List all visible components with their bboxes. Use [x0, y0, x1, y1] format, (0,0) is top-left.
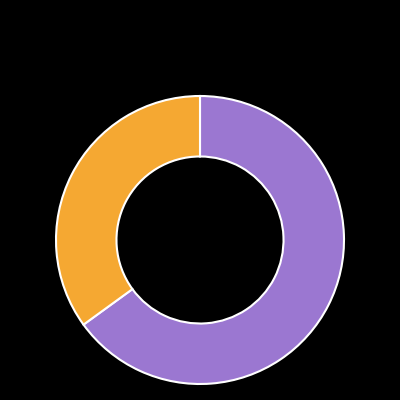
Wedge shape [84, 96, 344, 384]
Wedge shape [56, 96, 200, 325]
